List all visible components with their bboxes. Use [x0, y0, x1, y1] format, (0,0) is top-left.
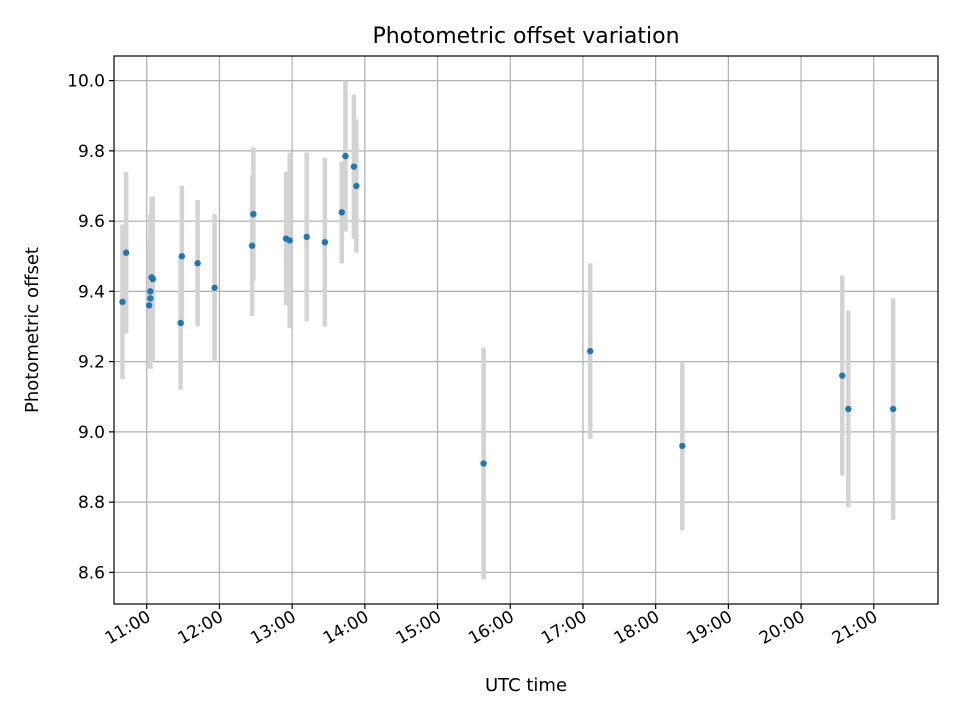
data-point	[350, 163, 358, 170]
data-point	[122, 249, 130, 256]
data-point	[177, 319, 184, 327]
y-axis-ticks: 8.6 8.8 9.0 9.2 9.4 9.6 9.8 10.0	[67, 72, 114, 583]
chart-title: Photometric offset variation	[372, 24, 679, 49]
y-tick-label: 8.6	[78, 563, 105, 583]
data-point	[839, 372, 846, 379]
data-point	[147, 295, 154, 302]
data-point	[342, 152, 349, 160]
data-point	[147, 288, 154, 295]
data-point	[145, 302, 153, 309]
data-point	[845, 405, 852, 413]
grid-lines	[114, 56, 938, 604]
y-tick-label: 8.8	[78, 493, 105, 513]
y-tick-label: 9.2	[78, 353, 105, 373]
data-point	[338, 209, 346, 216]
plot-frame	[113, 55, 939, 605]
data-point	[286, 237, 293, 244]
data-point	[303, 233, 310, 241]
data-point	[587, 347, 594, 355]
data-point	[480, 460, 487, 467]
y-tick-label: 10.0	[67, 72, 105, 92]
data-point	[248, 242, 256, 249]
data-points	[119, 152, 897, 467]
y-tick-label: 9.8	[78, 142, 105, 162]
x-axis-label: UTC time	[485, 675, 567, 696]
data-point	[178, 253, 186, 260]
y-tick-label: 9.0	[78, 423, 105, 443]
data-point	[889, 405, 897, 413]
y-tick-label: 9.6	[78, 212, 105, 232]
y-axis-label: Photometric offset	[22, 247, 43, 413]
data-point	[149, 275, 156, 283]
data-point	[321, 238, 329, 246]
data-point	[679, 442, 686, 450]
data-point	[250, 210, 257, 218]
data-point	[119, 298, 126, 306]
y-tick-label: 9.4	[78, 282, 105, 302]
data-point	[353, 182, 360, 190]
data-point	[194, 260, 201, 267]
data-point	[211, 284, 218, 292]
